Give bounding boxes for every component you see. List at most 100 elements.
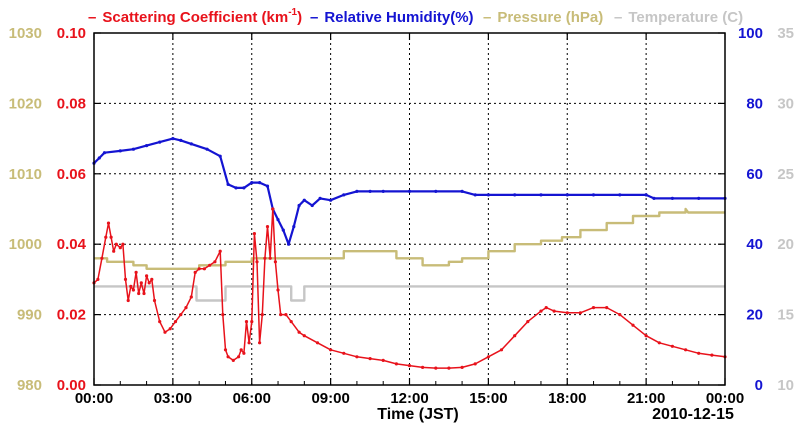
data-point-scattering-coefficient (631, 323, 635, 327)
data-point-scattering-coefficient (263, 256, 267, 260)
data-point-relative-humidity (242, 186, 246, 190)
data-point-relative-humidity (539, 193, 543, 197)
data-point-scattering-coefficient (260, 313, 264, 317)
data-point-scattering-coefficient (197, 267, 201, 271)
data-point-scattering-coefficient (526, 320, 530, 324)
scattering-tick-label: 0.02 (57, 307, 86, 324)
data-point-relative-humidity (258, 181, 262, 185)
data-point-scattering-coefficient (252, 232, 256, 236)
data-point-relative-humidity (318, 196, 322, 200)
x-tick-label: 09:00 (311, 390, 349, 407)
data-point-scattering-coefficient (447, 366, 451, 370)
data-point-scattering-coefficient (218, 249, 222, 253)
data-point-scattering-coefficient (123, 277, 128, 281)
pressure-tick-label: 980 (17, 377, 42, 394)
data-point-relative-humidity (565, 193, 569, 197)
humidity-tick-label: 60 (746, 166, 763, 183)
temperature-tick-label: 30 (777, 95, 794, 112)
data-point-relative-humidity (158, 140, 162, 144)
data-point-scattering-coefficient (147, 281, 151, 285)
data-point-scattering-coefficient (421, 365, 425, 369)
data-point-scattering-coefficient (112, 249, 116, 253)
data-point-scattering-coefficient (226, 355, 230, 359)
data-point-scattering-coefficient (544, 306, 548, 310)
data-point-scattering-coefficient (697, 351, 701, 355)
pressure-tick-label: 1030 (9, 25, 42, 42)
legend-scattering: – Scattering Coefficient (km-1) (88, 7, 302, 26)
data-point-scattering-coefficient (273, 260, 277, 264)
data-point-scattering-coefficient (565, 311, 569, 315)
date-label: 2010-12-15 (652, 406, 734, 423)
data-point-relative-humidity (287, 242, 291, 246)
data-point-relative-humidity (276, 218, 280, 222)
legend-temperature: – Temperature (C) (614, 9, 743, 26)
data-point-scattering-coefficient (247, 341, 251, 345)
data-point-scattering-coefficient (142, 291, 146, 296)
data-point-scattering-coefficient (394, 362, 398, 366)
data-point-relative-humidity (670, 196, 675, 200)
data-point-relative-humidity (189, 142, 193, 146)
data-point-scattering-coefficient (145, 274, 149, 278)
data-point-scattering-coefficient (100, 256, 104, 260)
scattering-tick-label: 0.04 (57, 236, 87, 253)
data-point-scattering-coefficient (129, 284, 133, 288)
x-tick-label: 21:00 (627, 390, 665, 407)
data-point-relative-humidity (652, 196, 656, 200)
data-point-scattering-coefficient (168, 327, 172, 331)
data-point-relative-humidity (591, 193, 596, 197)
data-point-scattering-coefficient (342, 351, 346, 355)
data-point-relative-humidity (486, 193, 490, 197)
data-point-relative-humidity (473, 193, 477, 197)
pressure-tick-label: 990 (17, 307, 42, 324)
data-point-scattering-coefficient (96, 277, 100, 281)
data-point-scattering-coefficient (486, 355, 490, 359)
legend: – Scattering Coefficient (km-1) – Relative… (88, 7, 743, 26)
data-point-scattering-coefficient (618, 313, 622, 317)
x-tick-label: 00:00 (75, 390, 113, 407)
data-point-relative-humidity (355, 189, 359, 193)
data-point-relative-humidity (513, 193, 517, 197)
data-point-scattering-coefficient (244, 320, 249, 324)
data-point-relative-humidity (179, 138, 183, 142)
data-point-scattering-coefficient (657, 341, 661, 345)
data-point-scattering-coefficient (539, 309, 543, 313)
data-point-relative-humidity (460, 189, 464, 193)
data-point-relative-humidity (329, 198, 333, 202)
x-tick-label: 06:00 (233, 390, 271, 407)
data-point-relative-humidity (618, 193, 622, 197)
data-point-relative-humidity (342, 193, 346, 197)
gridlines (94, 33, 725, 385)
temperature-tick-label: 20 (777, 236, 794, 253)
data-point-scattering-coefficient (434, 366, 438, 370)
data-point-scattering-coefficient (271, 207, 275, 211)
pressure-tick-label: 1020 (9, 95, 42, 112)
data-point-relative-humidity (226, 182, 230, 186)
data-point-scattering-coefficient (121, 242, 125, 246)
data-point-relative-humidity (131, 147, 135, 151)
data-point-scattering-coefficient (591, 306, 596, 310)
data-point-relative-humidity (250, 181, 254, 185)
data-point-scattering-coefficient (315, 341, 320, 345)
data-point-scattering-coefficient (368, 357, 372, 361)
data-point-relative-humidity (434, 189, 438, 193)
data-point-scattering-coefficient (118, 246, 122, 250)
x-tick-label: 18:00 (548, 390, 586, 407)
humidity-tick-label: 80 (746, 95, 763, 112)
legend-pressure: – Pressure (hPa) (483, 9, 603, 26)
legend-humidity: – Relative Humidity(%) (310, 9, 474, 26)
x-axis-label: Time (JST) (377, 406, 459, 423)
data-point-relative-humidity (292, 225, 296, 229)
temperature-tick-label: 25 (777, 166, 794, 183)
data-point-scattering-coefficient (460, 365, 464, 369)
x-tick-label: 15:00 (469, 390, 507, 407)
data-point-scattering-coefficient (258, 341, 262, 345)
series-layer (92, 137, 727, 370)
data-point-relative-humidity (407, 189, 412, 193)
data-point-scattering-coefficient (158, 320, 162, 324)
data-point-scattering-coefficient (284, 313, 288, 317)
temperature-tick-label: 10 (777, 377, 794, 394)
data-point-scattering-coefficient (268, 256, 272, 260)
data-point-relative-humidity (281, 228, 285, 232)
data-point-relative-humidity (205, 147, 209, 151)
data-point-scattering-coefficient (239, 348, 243, 352)
